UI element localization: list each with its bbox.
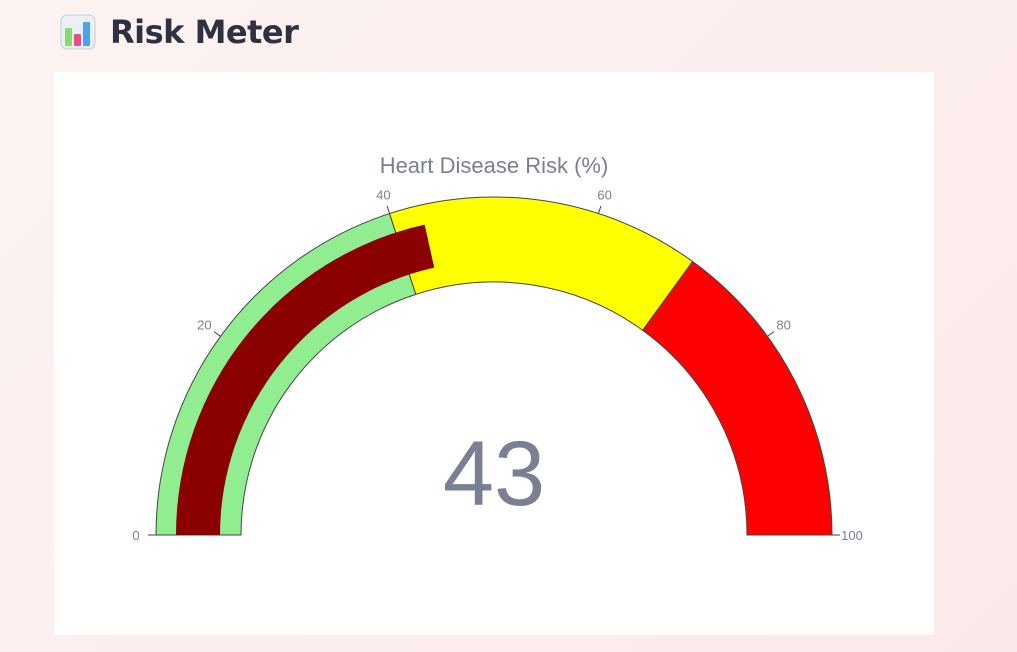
gauge-tick: [767, 331, 775, 337]
gauge-value: 43: [443, 423, 545, 525]
gauge-tick-label: 40: [376, 188, 390, 203]
gauge-tick: [213, 331, 221, 337]
bar-chart-icon: [60, 14, 96, 50]
page-title: Risk Meter: [110, 13, 299, 51]
gauge-tick-label: 80: [776, 318, 790, 333]
chart-panel: Heart Disease Risk (%) 0 20 40 60 80 100 43: [54, 72, 934, 635]
gauge-tick-label: 0: [132, 528, 139, 543]
gauge-tick-label: 60: [597, 188, 611, 203]
gauge-band-medium: [388, 196, 694, 332]
gauge-tick-label: 20: [197, 318, 211, 333]
gauge-tick: [597, 205, 602, 214]
page-header: Risk Meter: [60, 12, 299, 52]
chart-title: Heart Disease Risk (%): [380, 153, 609, 178]
gauge-tick: [386, 205, 391, 214]
gauge-tick-label: 100: [841, 528, 863, 543]
gauge-value-bar: [176, 224, 435, 536]
gauge-band-high: [642, 260, 833, 536]
gauge-chart: Heart Disease Risk (%) 0 20 40 60 80 100 43: [132, 153, 863, 543]
